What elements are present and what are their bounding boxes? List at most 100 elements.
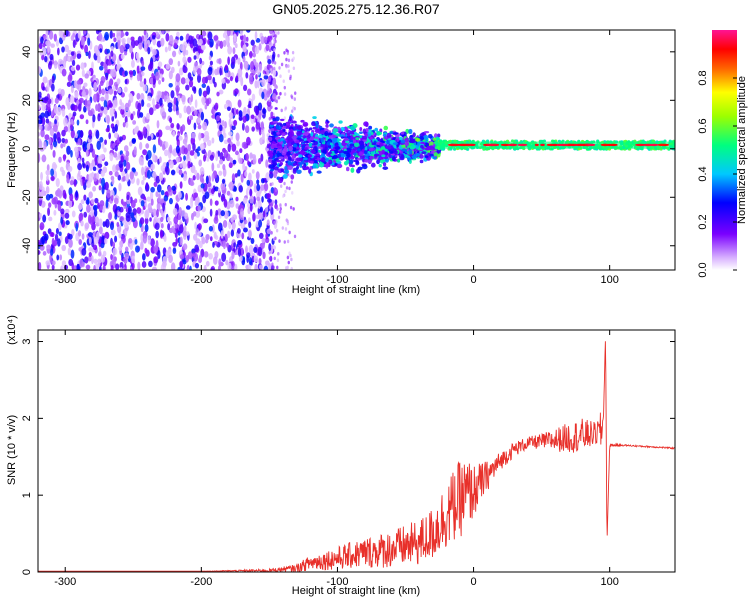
spectrogram-noise-dot (135, 245, 140, 253)
spectrogram-noise-dot (106, 189, 111, 199)
spectrogram-noise-dot (113, 132, 119, 139)
spectrogram-noise-dot (123, 159, 127, 167)
spectrogram-noise-dot (288, 173, 291, 178)
spectrogram-cluster-dot (424, 155, 429, 159)
spectrogram-noise-dot (278, 66, 281, 70)
spectrogram-noise-dot (77, 169, 81, 178)
spectrogram-noise-dot (146, 169, 152, 179)
spectrogram-noise-dot (269, 30, 274, 35)
spectrogram-noise-dot (257, 102, 263, 111)
spectrogram-noise-dot (58, 231, 62, 236)
spectrogram-noise-dot (103, 147, 107, 153)
spectrogram-noise-dot (110, 265, 114, 270)
spectrogram-noise-dot (263, 74, 269, 80)
spectrogram-noise-dot (60, 143, 64, 149)
spectrogram-noise-dot (285, 186, 289, 190)
spectrogram-noise-dot (80, 62, 85, 70)
snr-xtick-label: -100 (326, 576, 348, 588)
spectrogram-noise-dot (73, 80, 78, 89)
spectrogram-noise-dot (263, 265, 269, 270)
spectrogram-noise-dot (262, 108, 267, 115)
spectrogram-noise-dot (255, 171, 260, 180)
spectrogram-noise-dot (101, 177, 106, 187)
spectrogram-noise-dot (70, 129, 75, 139)
spectrogram-noise-dot (239, 30, 244, 37)
spectrogram-cluster-dot (282, 122, 287, 126)
spectrogram-noise-dot (238, 110, 243, 118)
spectrogram-noise-dot (43, 34, 47, 40)
spectrogram-noise-dot (151, 72, 155, 79)
spectrogram-noise-dot (197, 205, 201, 212)
spectrogram-cluster-dot (340, 136, 345, 139)
spectrogram-noise-dot (203, 264, 207, 270)
spectrogram-noise-dot (79, 258, 84, 268)
spectrogram-noise-dot (236, 140, 240, 147)
spectrogram-noise-dot (81, 69, 85, 78)
spectrogram-noise-dot (273, 66, 276, 71)
spectrogram-noise-dot (271, 54, 275, 63)
spectrogram-noise-dot (104, 231, 110, 240)
spectrogram-noise-dot (216, 66, 220, 76)
spectrogram-noise-dot (58, 156, 62, 163)
spectrogram-noise-dot (258, 258, 262, 265)
spectrogram-cluster-dot (350, 167, 355, 173)
spectrogram-cluster-dot (429, 141, 434, 146)
spectrogram-noise-dot (44, 96, 49, 101)
spectrogram-noise-dot (265, 207, 269, 213)
spectrogram-cluster-dot (287, 139, 294, 143)
spectrogram-noise-dot (175, 145, 181, 154)
spectrogram-noise-dot (231, 250, 235, 260)
spectrogram-noise-dot (140, 66, 146, 71)
spectrogram-noise-dot (102, 264, 106, 270)
snr-x-ticks: -300 -200 -100 0 100 (54, 330, 619, 588)
spectrogram-noise-dot (194, 221, 197, 230)
spectrogram-noise-dot (190, 164, 196, 174)
spectrogram-noise-dot (105, 73, 109, 81)
spectrogram-noise-dot (164, 166, 168, 173)
spectrogram-noise-dot (218, 134, 224, 143)
spectrogram-cluster-dot (308, 127, 313, 131)
spectrogram-noise-dot (171, 225, 175, 233)
spectrogram-noise-dot (219, 151, 224, 161)
spectrogram-noise-dot (249, 195, 254, 205)
spectrogram-noise-dot (242, 257, 246, 263)
spectrogram-noise-dot (84, 73, 89, 79)
spectrogram-noise-dot (182, 259, 187, 265)
spectrogram-noise-dot (218, 58, 222, 65)
spectrogram-noise-dot (201, 83, 207, 89)
spectrogram-noise-dot (50, 97, 54, 105)
colorbar-tick-label: 0.8 (697, 70, 709, 85)
spectrogram-noise-dot (259, 206, 264, 213)
spectrogram-noise-dot (67, 233, 73, 240)
spectrogram-noise-dot (129, 242, 133, 250)
spectrogram-noise-dot (226, 242, 230, 248)
spectrogram-noise-dot (243, 84, 248, 92)
spectrogram-noise-dot (256, 79, 260, 89)
spectrogram-cluster-dot (316, 153, 320, 157)
spectrogram-cluster-dot (349, 125, 356, 131)
spectrogram-noise-dot (242, 44, 247, 53)
spectrogram-cluster-dot (344, 137, 349, 142)
spectrogram-noise-dot (114, 171, 119, 178)
spectrogram-noise-dot (279, 207, 282, 211)
spectrogram-noise-dot (94, 197, 99, 204)
spectrogram-noise-dot (255, 108, 259, 116)
spectrogram-noise-dot (87, 255, 92, 262)
spectrogram-noise-dot (289, 205, 293, 210)
spectrogram-noise-dot (275, 99, 278, 104)
colorbar: 0.00.20.40.60.8 Normalized spectral ampl… (697, 30, 748, 278)
spectrogram-noise-dot (273, 61, 277, 65)
spectrogram-noise-dot (233, 37, 237, 42)
spectrogram-noise-dot (78, 212, 84, 222)
spectrogram-noise-dot (245, 36, 249, 42)
spectrogram-noise-dot (259, 137, 263, 145)
spectrogram-noise-dot (265, 44, 270, 52)
spectrogram-noise-dot (143, 78, 147, 85)
spectrogram-noise-dot (145, 113, 150, 120)
spectrogram-cluster-dot (352, 139, 357, 144)
spectrogram-noise-dot (129, 171, 134, 180)
spectrogram-noise-dot (194, 262, 200, 269)
spectrogram-noise-dot (98, 266, 102, 270)
spectrogram-noise-dot (125, 121, 129, 129)
spectrogram-noise-dot (137, 102, 142, 111)
